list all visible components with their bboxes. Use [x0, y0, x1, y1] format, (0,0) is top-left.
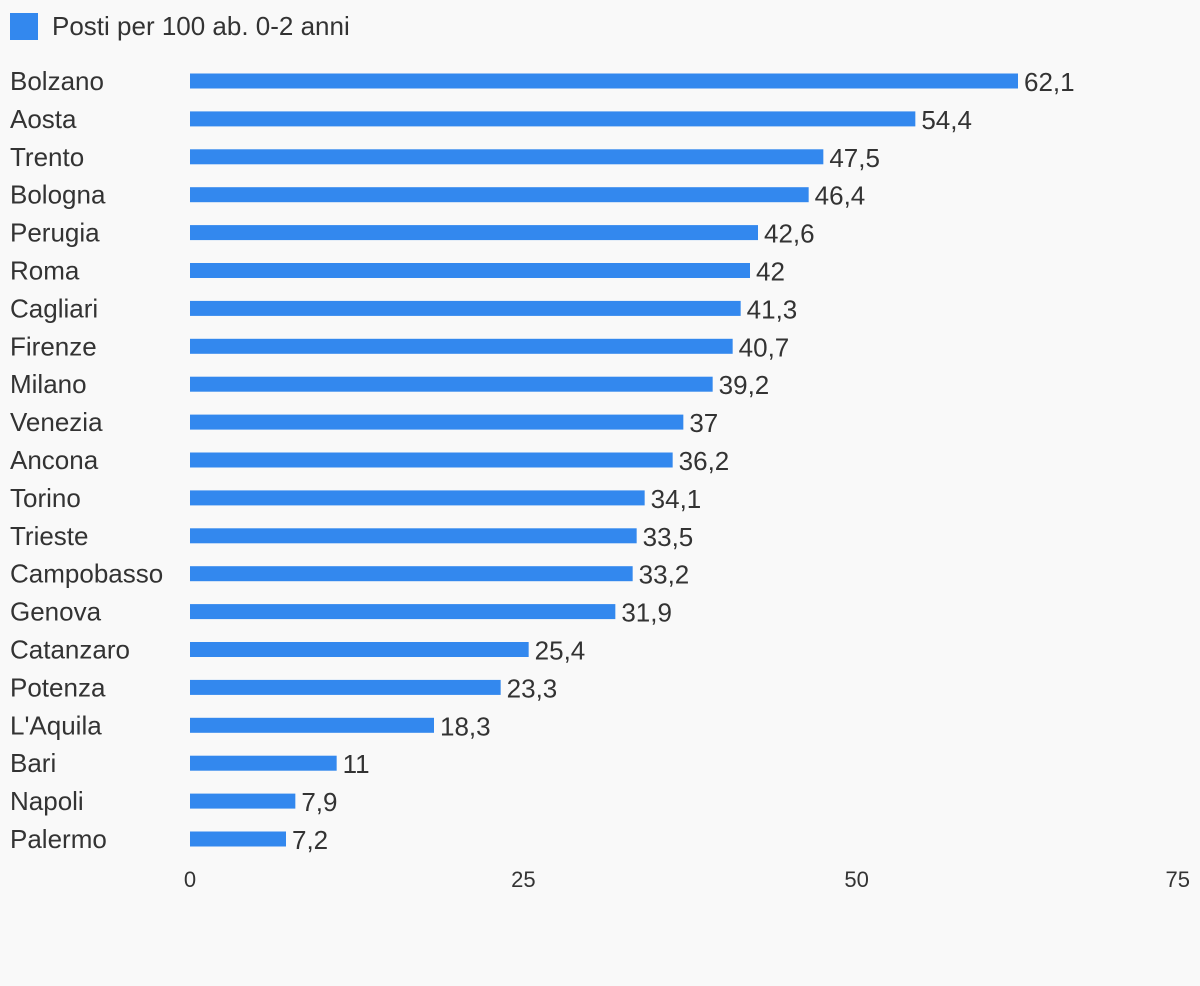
category-label: Trieste	[10, 521, 89, 551]
bar	[190, 528, 637, 544]
category-label: Aosta	[10, 104, 77, 134]
legend: Posti per 100 ab. 0-2 anni	[10, 10, 350, 42]
category-label: Torino	[10, 483, 81, 513]
data-label: 36,2	[679, 446, 730, 476]
category-label: Napoli	[10, 786, 84, 816]
bar	[190, 604, 616, 620]
data-label: 33,2	[639, 560, 690, 590]
data-label: 18,3	[440, 711, 491, 741]
bar	[190, 717, 434, 733]
bar	[190, 263, 750, 278]
bar	[190, 679, 501, 695]
bar	[190, 566, 633, 582]
data-label: 7,9	[301, 787, 337, 817]
bar	[190, 73, 1018, 89]
bar	[190, 831, 286, 847]
bar	[190, 225, 758, 241]
data-label: 33,5	[643, 522, 694, 552]
bar	[190, 490, 645, 506]
x-tick-label: 75	[1166, 867, 1190, 892]
legend-swatch	[10, 12, 38, 40]
data-label: 23,3	[507, 673, 558, 703]
data-label: 40,7	[739, 332, 790, 362]
category-label: Milano	[10, 369, 87, 399]
category-label: Catanzaro	[10, 635, 130, 665]
bar	[190, 755, 337, 771]
bar	[190, 414, 684, 430]
data-label: 47,5	[829, 143, 880, 173]
data-label: 41,3	[747, 294, 798, 324]
category-label: Palermo	[10, 824, 107, 854]
x-tick-label: 50	[844, 867, 868, 892]
legend-label: Posti per 100 ab. 0-2 anni	[52, 11, 350, 41]
data-label: 54,4	[921, 105, 972, 135]
category-label: Firenze	[10, 331, 97, 361]
category-label: Venezia	[10, 407, 103, 437]
bar	[190, 187, 809, 203]
category-label: Trento	[10, 142, 84, 172]
data-label: 34,1	[651, 484, 702, 514]
data-label: 46,4	[815, 181, 866, 211]
bar	[190, 338, 733, 354]
data-label: 42,6	[764, 219, 815, 249]
category-label: Campobasso	[10, 559, 163, 589]
data-label: 39,2	[719, 370, 770, 400]
data-label: 7,2	[292, 825, 328, 855]
category-label: Roma	[10, 256, 80, 286]
data-label: 11	[343, 749, 370, 779]
category-label: Cagliari	[10, 293, 98, 323]
category-label: Perugia	[10, 218, 100, 248]
category-label: L'Aquila	[10, 710, 102, 740]
bar	[190, 376, 713, 392]
data-label: 31,9	[621, 598, 672, 628]
bar	[190, 300, 741, 316]
data-label: 25,4	[535, 636, 586, 666]
category-label: Genova	[10, 597, 102, 627]
category-label: Bologna	[10, 180, 106, 210]
category-label: Bari	[10, 748, 56, 778]
bar	[190, 111, 916, 127]
data-label: 42	[756, 257, 785, 287]
category-label: Ancona	[10, 445, 99, 475]
x-tick-label: 25	[511, 867, 535, 892]
bar	[190, 452, 673, 468]
category-label: Bolzano	[10, 66, 104, 96]
x-tick-label: 0	[184, 867, 196, 892]
bar	[190, 793, 296, 809]
data-label: 62,1	[1024, 67, 1075, 97]
bar	[190, 642, 529, 657]
data-label: 37	[689, 408, 718, 438]
category-label: Potenza	[10, 672, 106, 702]
bar	[190, 149, 824, 165]
